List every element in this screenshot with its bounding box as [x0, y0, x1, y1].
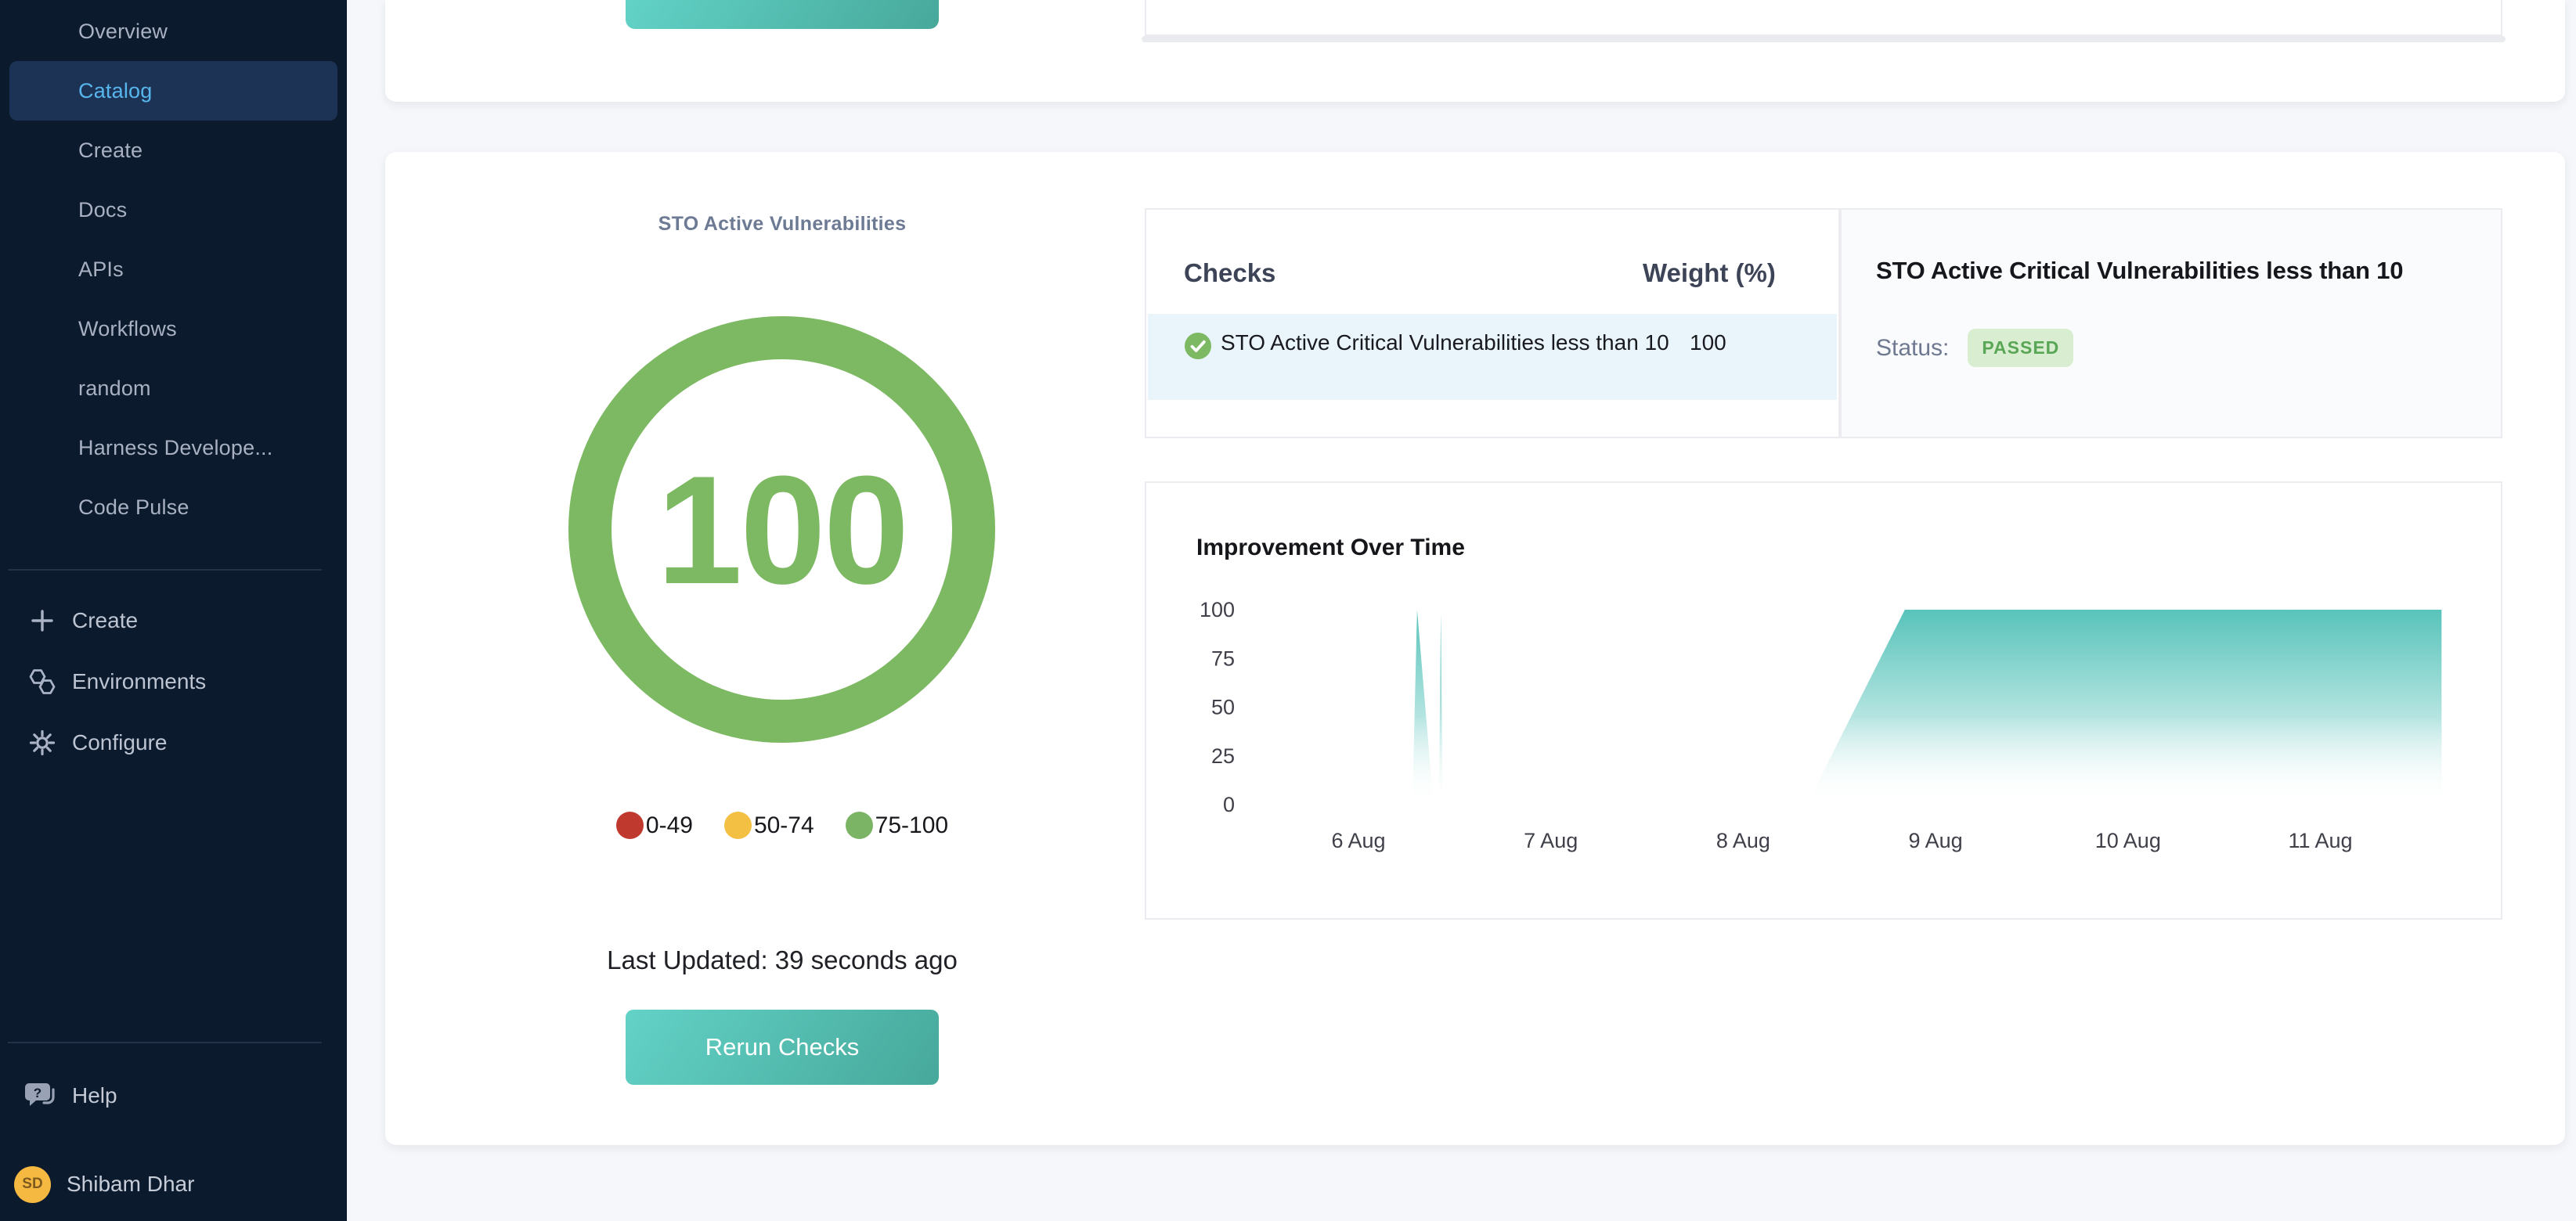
sidebar-item-catalog[interactable]: Catalog — [9, 61, 337, 121]
previous-chart-panel-partial — [1145, 0, 2502, 36]
score-value: 100 — [656, 443, 910, 616]
scorecard-card: STO Active Vulnerabilities 100 0-49 50-74… — [385, 152, 2565, 1145]
y-axis-tick-label: 50 — [1211, 696, 1235, 719]
sidebar-item-workflows[interactable]: Workflows — [9, 299, 337, 358]
sidebar: Overview Catalog Create Docs APIs Workflows ra… — [0, 0, 347, 1221]
sidebar-action-environments[interactable]: Environments — [0, 651, 347, 712]
check-row[interactable]: STO Active Critical Vulnerabilities less… — [1148, 314, 1837, 400]
sidebar-item-code-pulse[interactable]: Code Pulse — [9, 477, 337, 537]
check-name: STO Active Critical Vulnerabilities less… — [1221, 330, 1669, 355]
legend-item-50-74: 50-74 — [723, 812, 814, 839]
gear-icon — [27, 727, 58, 758]
legend-dot — [845, 812, 873, 839]
y-axis-tick-label: 75 — [1211, 647, 1235, 670]
status-label: Status: — [1876, 334, 1950, 361]
help-label: Help — [72, 1083, 117, 1108]
check-detail-panel: STO Active Critical Vulnerabilities less… — [1840, 208, 2502, 438]
sidebar-item-harness-develope[interactable]: Harness Develope... — [9, 418, 337, 477]
last-updated-text: Last Updated: 39 seconds ago — [607, 945, 958, 974]
sidebar-action-create[interactable]: Create — [0, 590, 347, 651]
avatar: SD — [14, 1165, 51, 1203]
plus-icon — [27, 605, 58, 636]
legend-label: 75-100 — [875, 812, 949, 838]
sidebar-divider-bottom — [8, 1042, 322, 1043]
user-name: Shibam Dhar — [67, 1172, 195, 1196]
sidebar-actions: Create Environments Configure — [0, 590, 347, 773]
sidebar-action-configure[interactable]: Configure — [0, 712, 347, 773]
sidebar-item-label: Overview — [78, 19, 168, 43]
sidebar-action-label: Environments — [72, 669, 207, 693]
environments-icon — [27, 666, 58, 697]
help-icon: ? — [23, 1079, 60, 1112]
checks-column-header: Checks — [1184, 258, 1276, 287]
check-weight: 100 — [1690, 330, 1726, 355]
checks-panel: Checks Weight (%) STO Active Critical Vu… — [1145, 208, 1840, 438]
sidebar-item-apis[interactable]: APIs — [9, 240, 337, 299]
improvement-chart-svg: 0 25 50 75 100 6 Aug 7 Aug 8 Aug 9 Aug 10 Aug 11 A… — [1200, 598, 2442, 852]
sidebar-item-docs[interactable]: Docs — [9, 180, 337, 240]
sidebar-item-label: Harness Develope... — [78, 435, 273, 459]
check-detail-title: STO Active Critical Vulnerabilities less… — [1876, 257, 2404, 284]
previous-scorecard-card — [385, 0, 2565, 102]
user-menu[interactable]: SD Shibam Dhar — [0, 1160, 347, 1208]
sidebar-item-label: random — [78, 376, 151, 400]
x-axis-tick-label: 11 Aug — [2288, 829, 2352, 852]
weight-column-header: Weight (%) — [1643, 258, 1776, 287]
check-passed-icon — [1184, 332, 1212, 360]
score-area-series — [1412, 610, 2442, 805]
legend-item-75-100: 75-100 — [845, 812, 949, 839]
sidebar-divider-top — [8, 569, 322, 571]
sidebar-item-label: Docs — [78, 197, 128, 222]
x-axis-tick-label: 9 Aug — [1909, 829, 1963, 852]
score-legend: 0-49 50-74 75-100 — [385, 812, 1179, 839]
x-axis-tick-label: 6 Aug — [1331, 829, 1385, 852]
sidebar-item-label: Catalog — [78, 78, 153, 103]
legend-dot — [615, 812, 644, 839]
sidebar-item-label: Create — [78, 138, 143, 162]
rerun-checks-button-partial[interactable] — [626, 0, 939, 29]
legend-label: 0-49 — [645, 812, 693, 838]
improvement-chart-panel: Improvement Over Time 0 25 50 75 100 6 Aug 7 A… — [1145, 481, 2502, 920]
legend-item-0-49: 0-49 — [615, 812, 693, 839]
sidebar-item-label: Code Pulse — [78, 495, 189, 519]
x-axis-tick-label: 10 Aug — [2095, 829, 2161, 852]
score-ring: 100 — [568, 316, 995, 743]
y-axis-tick-label: 25 — [1211, 744, 1235, 768]
sidebar-item-overview[interactable]: Overview — [9, 2, 337, 61]
rerun-checks-button[interactable]: Rerun Checks — [626, 1010, 939, 1085]
checks-rows: STO Active Critical Vulnerabilities less… — [1148, 314, 1837, 400]
scorecard-title: STO Active Vulnerabilities — [658, 213, 907, 235]
chart-title: Improvement Over Time — [1196, 535, 1465, 560]
legend-label: 50-74 — [753, 812, 814, 838]
score-gauge-section: STO Active Vulnerabilities 100 0-49 50-74… — [385, 152, 1179, 1145]
sidebar-item-help[interactable]: ? Help — [0, 1068, 347, 1123]
sidebar-item-create[interactable]: Create — [9, 121, 337, 180]
main-content: STO Active Vulnerabilities 100 0-49 50-74… — [347, 0, 2576, 1221]
sidebar-action-label: Create — [72, 608, 139, 632]
sidebar-item-random[interactable]: random — [9, 358, 337, 418]
legend-dot — [723, 812, 752, 839]
y-axis-tick-label: 100 — [1200, 598, 1235, 621]
status-row: Status: PASSED — [1876, 329, 2074, 367]
x-axis-tick-label: 8 Aug — [1716, 829, 1770, 852]
sidebar-item-label: APIs — [78, 257, 124, 281]
svg-text:?: ? — [34, 1086, 41, 1100]
sidebar-nav: Overview Catalog Create Docs APIs Workflows ra… — [0, 2, 347, 537]
y-axis-tick-label: 0 — [1223, 793, 1235, 816]
sidebar-item-label: Workflows — [78, 316, 177, 340]
status-badge: PASSED — [1968, 329, 2074, 367]
x-axis-tick-label: 7 Aug — [1524, 829, 1578, 852]
horizontal-scrollbar[interactable] — [1142, 36, 2506, 42]
sidebar-action-label: Configure — [72, 730, 168, 755]
